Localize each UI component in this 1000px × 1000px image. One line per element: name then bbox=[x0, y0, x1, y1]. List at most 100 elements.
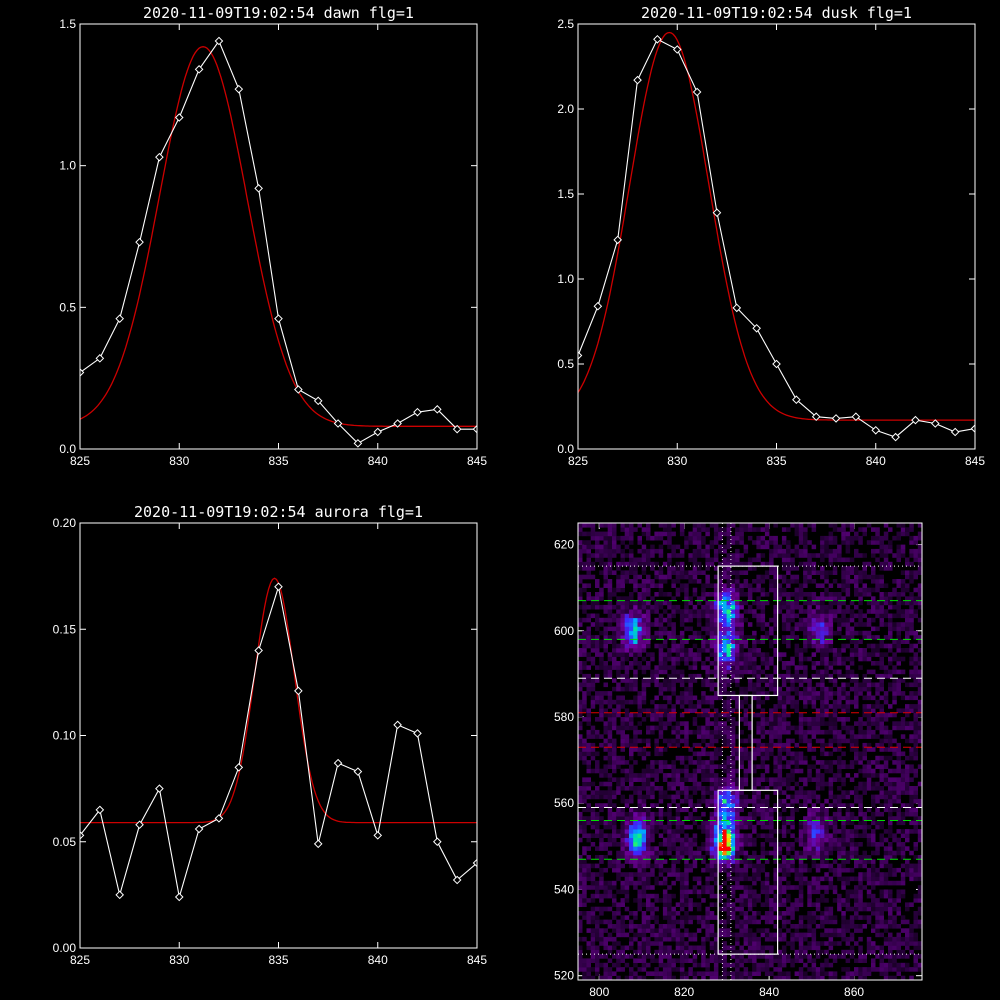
heatmap-cell bbox=[620, 777, 625, 782]
heatmap-cell bbox=[756, 911, 761, 916]
heatmap-cell bbox=[612, 544, 617, 550]
heatmap-cell bbox=[790, 824, 795, 830]
heatmap-cell bbox=[718, 764, 723, 769]
heatmap-cell bbox=[705, 656, 710, 662]
heatmap-cell bbox=[713, 613, 719, 619]
heatmap-cell bbox=[646, 626, 651, 632]
heatmap-cell bbox=[739, 932, 744, 938]
heatmap-cell bbox=[828, 600, 834, 606]
heatmap-cell bbox=[701, 941, 706, 946]
heatmap-cell bbox=[722, 721, 727, 726]
heatmap-cell bbox=[760, 811, 766, 817]
heatmap-cell bbox=[722, 708, 727, 713]
heatmap-cell bbox=[684, 617, 689, 623]
heatmap-cell bbox=[849, 742, 855, 748]
heatmap-cell bbox=[637, 738, 642, 744]
heatmap-cell bbox=[752, 824, 757, 830]
heatmap-cell bbox=[815, 729, 821, 735]
heatmap-cell bbox=[590, 954, 596, 959]
heatmap-cell bbox=[658, 786, 664, 791]
heatmap-cell bbox=[752, 962, 757, 968]
heatmap-cell bbox=[845, 579, 851, 584]
heatmap-cell bbox=[671, 820, 676, 826]
heatmap-cell bbox=[713, 880, 719, 886]
heatmap-cell bbox=[654, 708, 659, 713]
heatmap-cell bbox=[760, 717, 766, 722]
heatmap-cell bbox=[790, 635, 795, 640]
heatmap-cell bbox=[582, 889, 587, 895]
heatmap-cell bbox=[735, 842, 740, 847]
heatmap-cell bbox=[590, 811, 596, 817]
heatmap-cell bbox=[756, 764, 761, 769]
heatmap-cell bbox=[824, 751, 829, 757]
heatmap-cell bbox=[815, 708, 821, 713]
heatmap-cell bbox=[756, 540, 761, 545]
heatmap-cell bbox=[722, 919, 727, 925]
heatmap-cell bbox=[713, 574, 719, 580]
heatmap-cell bbox=[620, 717, 625, 722]
heatmap-cell bbox=[845, 906, 851, 912]
heatmap-cell bbox=[752, 682, 757, 688]
heatmap-cell bbox=[624, 686, 630, 692]
heatmap-cell bbox=[629, 747, 634, 752]
heatmap-cell bbox=[718, 648, 723, 653]
heatmap-cell bbox=[747, 535, 753, 541]
heatmap-cell bbox=[841, 587, 846, 593]
heatmap-cell bbox=[794, 574, 800, 580]
heatmap-cell bbox=[760, 579, 766, 584]
heatmap-cell bbox=[760, 742, 766, 748]
heatmap-cell bbox=[718, 958, 723, 963]
heatmap-cell bbox=[820, 622, 825, 627]
heatmap-cell bbox=[671, 786, 676, 791]
heatmap-cell bbox=[696, 544, 702, 550]
heatmap-cell bbox=[841, 622, 846, 627]
heatmap-cell bbox=[824, 648, 829, 653]
heatmap-cell bbox=[582, 816, 587, 821]
heatmap-cell bbox=[807, 678, 812, 683]
heatmap-cell bbox=[798, 652, 804, 657]
heatmap-cell bbox=[675, 876, 681, 882]
heatmap-cell bbox=[637, 557, 642, 563]
heatmap-cell bbox=[713, 958, 719, 963]
heatmap-cell bbox=[811, 661, 817, 666]
heatmap-cell bbox=[646, 630, 651, 636]
heatmap-cell bbox=[607, 889, 613, 895]
heatmap-cell bbox=[820, 885, 825, 890]
heatmap-cell bbox=[756, 669, 761, 675]
heatmap-cell bbox=[603, 544, 608, 550]
heatmap-cell bbox=[713, 548, 719, 554]
heatmap-cell bbox=[794, 725, 800, 731]
heatmap-cell bbox=[820, 846, 825, 851]
heatmap-cell bbox=[845, 725, 851, 731]
heatmap-cell bbox=[595, 949, 600, 955]
heatmap-cell bbox=[777, 850, 783, 856]
heatmap-cell bbox=[722, 596, 727, 601]
heatmap-cell bbox=[764, 764, 770, 769]
heatmap-cell bbox=[811, 850, 817, 856]
heatmap-cell bbox=[671, 596, 676, 601]
heatmap-cell bbox=[595, 544, 600, 550]
heatmap-cell bbox=[841, 911, 846, 916]
heatmap-cell bbox=[841, 695, 846, 701]
heatmap-cell bbox=[756, 936, 761, 942]
heatmap-cell bbox=[777, 898, 783, 903]
heatmap-cell bbox=[679, 902, 685, 907]
heatmap-cell bbox=[679, 652, 685, 657]
heatmap-cell bbox=[824, 949, 829, 955]
heatmap-cell bbox=[684, 544, 689, 550]
heatmap-cell bbox=[820, 807, 825, 813]
heatmap-cell bbox=[641, 717, 647, 722]
heatmap-cell bbox=[798, 945, 804, 951]
heatmap-cell bbox=[837, 906, 842, 912]
heatmap-cell bbox=[807, 699, 812, 705]
heatmap-cell bbox=[671, 665, 676, 670]
heatmap-cell bbox=[760, 816, 766, 821]
heatmap-cell bbox=[824, 837, 829, 843]
heatmap-cell bbox=[820, 729, 825, 735]
heatmap-cell bbox=[858, 975, 863, 981]
heatmap-cell bbox=[692, 954, 698, 959]
heatmap-cell bbox=[786, 975, 791, 981]
heatmap-cell bbox=[803, 833, 808, 838]
heatmap-cell bbox=[730, 833, 736, 838]
heatmap-cell bbox=[781, 548, 787, 554]
